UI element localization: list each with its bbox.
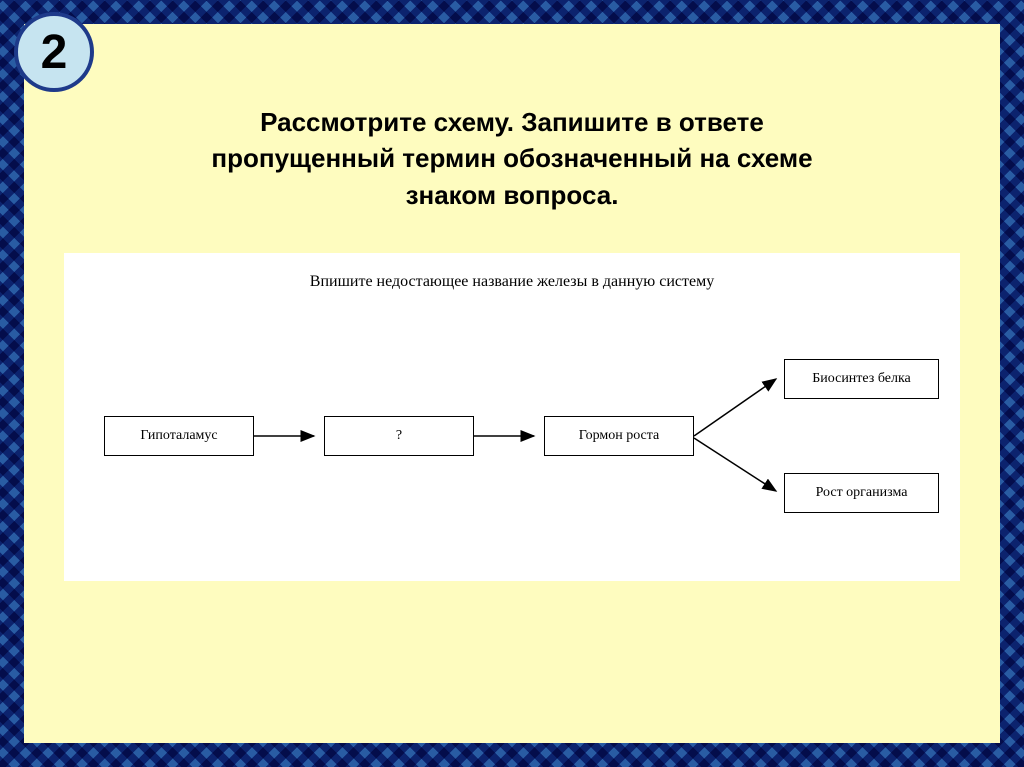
badge-number: 2 — [41, 25, 68, 80]
diagram-subtitle: Впишите недостающее название железы в да… — [84, 273, 940, 291]
title-line-2: пропущенный термин обозначенный на схеме — [104, 140, 920, 176]
flow-node-organism-growth: Рост организма — [784, 473, 939, 513]
diagram-panel: Впишите недостающее название железы в да… — [64, 253, 960, 581]
content-panel: 2 Рассмотрите схему. Запишите в ответе п… — [24, 24, 1000, 743]
node-label: Биосинтез белка — [812, 371, 911, 387]
title-line-3: знаком вопроса. — [104, 177, 920, 213]
question-title: Рассмотрите схему. Запишите в ответе про… — [24, 104, 1000, 213]
flow-node-missing: ? — [324, 416, 474, 456]
node-label: Гипоталамус — [140, 428, 217, 444]
flow-node-protein-biosynthesis: Биосинтез белка — [784, 359, 939, 399]
arrow-3-to-4 — [694, 371, 789, 441]
arrow-2-to-3 — [474, 431, 544, 441]
patterned-border: 2 Рассмотрите схему. Запишите в ответе п… — [0, 0, 1024, 767]
flowchart: Гипоталамус ? Гормон роста Биосинтез бел… — [84, 341, 940, 541]
node-label: ? — [396, 428, 402, 444]
node-label: Гормон роста — [579, 428, 660, 444]
flow-node-growth-hormone: Гормон роста — [544, 416, 694, 456]
node-label: Рост организма — [816, 485, 908, 501]
arrow-3-to-5 — [694, 433, 789, 503]
arrow-1-to-2 — [254, 431, 324, 441]
question-number-badge: 2 — [14, 12, 94, 92]
flow-node-hypothalamus: Гипоталамус — [104, 416, 254, 456]
title-line-1: Рассмотрите схему. Запишите в ответе — [104, 104, 920, 140]
